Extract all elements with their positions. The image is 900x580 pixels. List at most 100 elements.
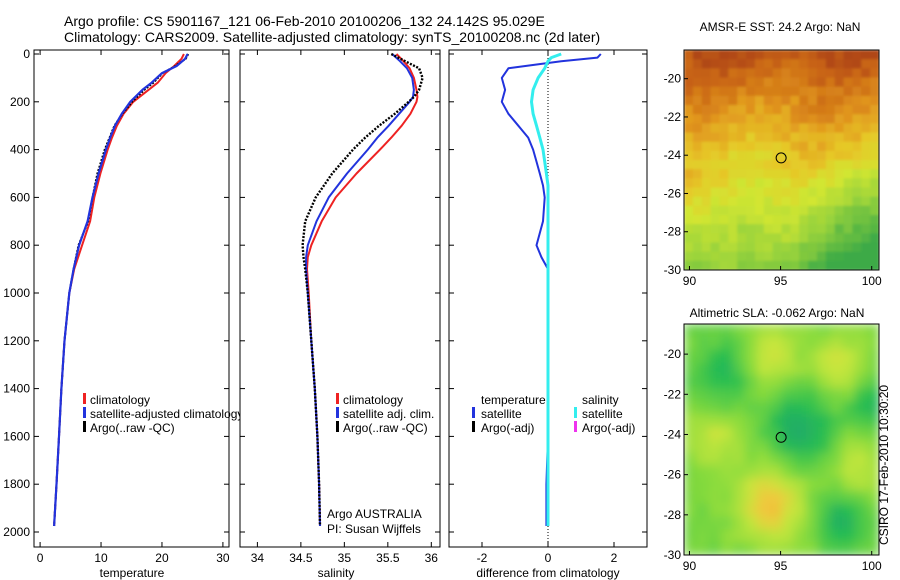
difference-legend: temperature salinity satellite Argo(-adj… <box>472 393 635 435</box>
sla-cell <box>781 439 795 453</box>
sst-cell <box>816 77 827 88</box>
sst-cell <box>684 123 694 134</box>
sst-cell <box>754 260 765 270</box>
sst-cell <box>719 132 729 143</box>
sst-cell <box>852 86 862 97</box>
sst-cell <box>754 150 765 161</box>
sla-cell <box>696 413 709 428</box>
sla-cell <box>818 542 831 555</box>
sst-cell <box>728 169 738 179</box>
sla-cell <box>696 324 709 338</box>
sst-cell <box>701 114 712 124</box>
sst-cell <box>843 150 854 161</box>
sla-cell <box>818 478 831 492</box>
sst-cell <box>710 95 721 106</box>
legend-swatch-sal-argo <box>574 421 577 432</box>
sst-cell <box>790 160 800 170</box>
sst-cell <box>825 50 836 60</box>
sla-cell <box>732 336 746 351</box>
sst-cell <box>684 242 694 253</box>
sst-cell <box>834 251 845 262</box>
sst-cell <box>754 132 765 143</box>
sla-cell <box>793 324 807 338</box>
sst-cell <box>799 141 809 152</box>
sst-cell <box>710 215 721 225</box>
sla-cell <box>732 439 746 453</box>
sst-cell <box>763 233 774 244</box>
x-tick-label: 34.5 <box>289 551 313 565</box>
sst-map-ticks: 90 95 100 -20 -22 -24 -26 -28 -30 <box>664 72 882 288</box>
sla-cell <box>854 349 868 364</box>
sst-cell <box>719 233 729 244</box>
sla-cell <box>732 324 746 338</box>
sst-cell <box>772 160 783 170</box>
sst-cell <box>772 260 783 270</box>
sst-cell <box>799 178 809 189</box>
sst-cell <box>834 105 845 115</box>
sla-cell <box>757 490 770 505</box>
sst-cell <box>852 233 862 244</box>
principal-investigator-label: PI: Susan Wijffels <box>327 522 421 536</box>
sst-cell <box>701 196 712 207</box>
sst-cell <box>790 86 800 97</box>
sla-cell <box>854 516 868 530</box>
sst-cell <box>719 114 729 124</box>
sla-cell <box>830 465 844 479</box>
sla-cell <box>866 529 879 543</box>
sst-cell <box>799 59 809 69</box>
sla-cell <box>793 516 807 530</box>
sla-cell <box>866 401 879 415</box>
sst-cell <box>719 187 729 198</box>
sst-cell <box>799 169 809 179</box>
sla-cell <box>866 426 879 441</box>
legend-label-satellite: satellite adj. clim. <box>343 407 434 421</box>
sst-cell <box>870 105 879 115</box>
sla-cell <box>866 490 879 505</box>
sst-cell <box>737 242 747 253</box>
y-tick-label: 0 <box>23 47 30 61</box>
sst-cell <box>701 169 712 179</box>
sla-cell <box>805 478 819 492</box>
sla-cell <box>696 503 709 518</box>
sst-cell <box>701 251 712 262</box>
sla-cell <box>781 465 795 479</box>
sst-cell <box>870 77 879 88</box>
sst-cell <box>825 86 836 97</box>
sla-map-title: Altimetric SLA: -0.062 Argo: NaN <box>690 306 865 320</box>
credit-timestamp: CSIRO 17-Feb-2010 10:30:20 <box>877 384 891 545</box>
sst-cell <box>746 68 756 79</box>
salinity-panel: 34 34.5 35 35.5 36 salinity climatology sate… <box>239 49 441 580</box>
sla-cell <box>744 465 758 479</box>
sst-cell <box>808 95 818 106</box>
sla-cell <box>854 426 868 441</box>
sst-cell <box>719 95 729 106</box>
sst-cell <box>772 68 783 79</box>
legend-swatch-satellite <box>83 407 86 418</box>
sla-cell <box>781 452 795 466</box>
sst-cell <box>701 178 712 189</box>
sst-cell <box>692 178 703 189</box>
sla-cell <box>720 490 734 505</box>
sla-cell <box>769 490 783 505</box>
sst-cell <box>852 50 862 60</box>
sla-cell <box>732 542 746 555</box>
sst-cell <box>719 160 729 170</box>
sla-cell <box>769 388 783 402</box>
salinity-ticks: 34 34.5 35 35.5 36 <box>240 50 440 565</box>
sla-cell <box>708 478 722 492</box>
sst-cell <box>684 187 694 198</box>
sst-cell <box>684 141 694 152</box>
sst-heatmap <box>684 50 879 270</box>
sst-cell <box>808 141 818 152</box>
sst-cell <box>816 95 827 106</box>
sst-cell <box>799 123 809 134</box>
sst-cell <box>684 50 694 60</box>
sla-cell <box>708 401 722 415</box>
sst-cell <box>790 141 800 152</box>
sla-cell <box>854 465 868 479</box>
sst-cell <box>870 150 879 161</box>
y-tick-label: 400 <box>10 143 30 157</box>
sla-cell <box>854 529 868 543</box>
y-tick-label: -26 <box>664 186 682 200</box>
sst-cell <box>684 105 694 115</box>
